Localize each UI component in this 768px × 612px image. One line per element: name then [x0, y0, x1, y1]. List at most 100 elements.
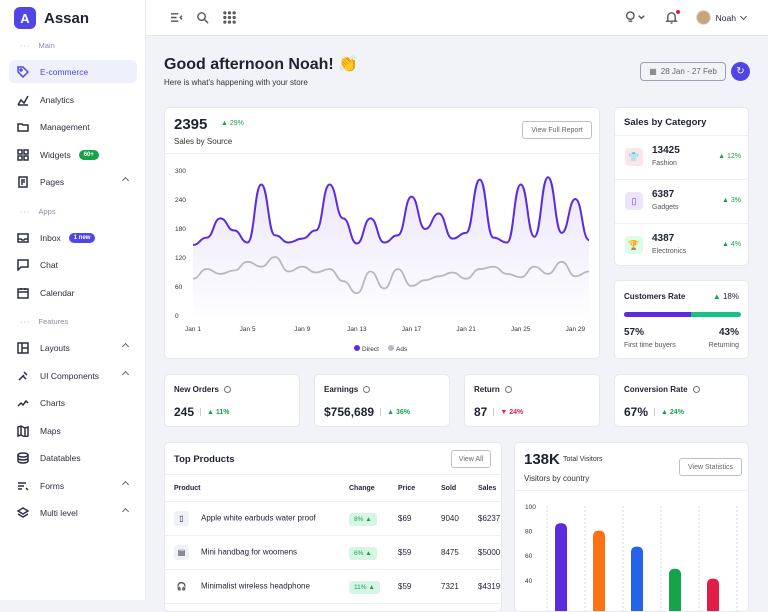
- info-icon[interactable]: [223, 386, 231, 393]
- category-row[interactable]: ▯ 6387 Gadgets ▲ 3%: [615, 180, 749, 224]
- sidebar-item-chat[interactable]: Chat: [9, 253, 137, 276]
- chevron-icon[interactable]: [121, 480, 130, 489]
- sidebar-item-maps[interactable]: Maps: [9, 419, 137, 442]
- sidebar-item-multi-level[interactable]: Multi level: [9, 501, 137, 524]
- sidebar-item-layouts[interactable]: Layouts: [9, 336, 137, 359]
- category-label: Fashion: [652, 160, 677, 167]
- search-icon[interactable]: [196, 11, 209, 24]
- first-time-label: First time buyers: [624, 342, 676, 349]
- theme-bulb-icon[interactable]: [624, 11, 646, 24]
- user-menu[interactable]: Noah: [695, 10, 748, 25]
- visitors-value: 138K: [524, 451, 560, 468]
- y-tick-label: 120: [175, 255, 186, 262]
- products-table: Product Change Price Sold Sales ▯ Apple w…: [165, 477, 501, 604]
- date-range-picker[interactable]: ▦ 28 Jan - 27 Feb: [640, 62, 726, 81]
- stat-change: ▼ 24%: [500, 408, 524, 416]
- col-product[interactable]: Product: [165, 477, 340, 502]
- sidebar-item-management[interactable]: Management: [9, 115, 137, 138]
- legend-label[interactable]: Direct: [362, 346, 379, 353]
- sidebar-item-ui-components[interactable]: UI Components: [9, 364, 137, 387]
- brand-logo: A: [14, 7, 36, 29]
- chat-icon: [17, 258, 29, 271]
- sidebar-item-label: E-commerce: [40, 66, 89, 77]
- col-price[interactable]: Price: [389, 477, 432, 502]
- category-change: ▲ 3%: [722, 197, 741, 204]
- sidebar-item-calendar[interactable]: Calendar: [9, 281, 137, 304]
- bar[interactable]: [669, 568, 681, 612]
- refresh-button[interactable]: ↻: [731, 62, 750, 81]
- bar[interactable]: [707, 578, 719, 612]
- divider: [515, 490, 748, 491]
- y-tick-label: 60: [525, 553, 533, 560]
- table-row[interactable]: ▯ Apple white earbuds water proof 8% ▲ $6…: [165, 501, 501, 536]
- sidebar-item-label: Datatables: [40, 452, 81, 463]
- bell-icon[interactable]: [665, 10, 680, 24]
- legend-label[interactable]: Ads: [396, 346, 408, 353]
- sidebar-item-inbox[interactable]: Inbox 1 new: [9, 226, 137, 249]
- bar[interactable]: [593, 530, 605, 612]
- x-tick-label: Jan 9: [294, 326, 310, 333]
- stat-title: New Orders: [174, 385, 219, 394]
- page-subtitle: Here is what's happening with your store: [164, 78, 308, 87]
- visitors-card: 138K Total Visitors Visitors by country …: [514, 442, 749, 612]
- sidebar: A Assan ··· Main ··· Apps ··· Features E-co…: [0, 0, 146, 600]
- col-change[interactable]: Change: [340, 477, 389, 502]
- series-line-ads[interactable]: [192, 256, 590, 295]
- brand[interactable]: A Assan: [14, 7, 89, 29]
- sidebar-item-label: Widgets: [40, 149, 71, 160]
- brand-name: Assan: [44, 9, 90, 27]
- sidebar-item-label: Inbox: [40, 232, 61, 243]
- category-label: Electronics: [652, 248, 687, 255]
- table-row[interactable]: ▤ Mini handbag for woomens 6% ▲ $59 8475 …: [165, 535, 501, 570]
- table-row[interactable]: 🎧 Minimalist wireless headphone 11% ▲ $59…: [165, 569, 501, 604]
- sidebar-item-datatables[interactable]: Datatables: [9, 446, 137, 469]
- section-main: ··· Main: [20, 41, 55, 50]
- y-tick-label: 40: [525, 578, 533, 585]
- series-line-direct[interactable]: [192, 176, 590, 246]
- bar[interactable]: [631, 546, 643, 612]
- stat-change: ▲ 11%: [207, 408, 230, 416]
- sidebar-item-e-commerce[interactable]: E-commerce: [9, 60, 137, 83]
- sidebar-item-pages[interactable]: Pages: [9, 170, 137, 193]
- handbag-thumbnail: ▤: [174, 544, 189, 560]
- chevron-icon[interactable]: [121, 370, 130, 379]
- shirt-icon: 👕: [625, 148, 643, 166]
- section-features: ··· Features: [20, 317, 69, 326]
- sidebar-item-forms[interactable]: Forms: [9, 474, 137, 497]
- view-full-report-button[interactable]: View Full Report: [522, 121, 592, 139]
- chevron-icon[interactable]: [121, 342, 130, 351]
- x-tick-label: Jan 1: [185, 326, 201, 333]
- col-sold[interactable]: Sold: [432, 477, 469, 502]
- sales-label: Sales by Source: [174, 137, 233, 146]
- apps-grid-icon[interactable]: [223, 11, 236, 24]
- category-row[interactable]: 🏆 4387 Electronics ▲ 4%: [615, 224, 749, 268]
- chevron-icon[interactable]: [121, 176, 130, 185]
- category-row[interactable]: 👕 13425 Fashion ▲ 12%: [615, 136, 749, 180]
- view-all-button[interactable]: View All: [451, 450, 491, 468]
- divider: [165, 474, 501, 475]
- chevron-icon[interactable]: [121, 507, 130, 516]
- view-statistics-button[interactable]: View Statistics: [679, 458, 742, 476]
- headphone-thumbnail: 🎧: [174, 578, 189, 594]
- notification-dot: [676, 10, 680, 14]
- menu-collapse-icon[interactable]: [170, 11, 183, 24]
- col-sales[interactable]: Sales: [469, 477, 501, 502]
- info-icon[interactable]: [363, 386, 371, 393]
- page-icon: [17, 175, 29, 188]
- phone-icon: ▯: [625, 192, 643, 210]
- y-tick-label: 60: [175, 284, 183, 291]
- customers-progress: [624, 312, 741, 317]
- info-icon[interactable]: [504, 386, 512, 393]
- category-value: 4387: [652, 233, 675, 244]
- category-value: 6387: [652, 189, 675, 200]
- sidebar-item-charts[interactable]: Charts: [9, 391, 137, 414]
- x-tick-label: Jan 25: [511, 326, 531, 333]
- map-icon: [17, 424, 29, 437]
- bar[interactable]: [555, 523, 567, 612]
- sidebar-item-label: Multi level: [40, 507, 78, 518]
- info-icon[interactable]: [692, 386, 700, 393]
- sidebar-item-widgets[interactable]: Widgets 60+: [9, 143, 137, 166]
- sidebar-item-analytics[interactable]: Analytics: [9, 88, 137, 111]
- sales-line-chart: 0 60 120 180 240 300 Jan 1 Jan 5 Jan 9 Jan 13 Jan …: [175, 168, 590, 353]
- category-card: Sales by Category 👕 13425 Fashion ▲ 12% ▯ 638…: [614, 107, 749, 268]
